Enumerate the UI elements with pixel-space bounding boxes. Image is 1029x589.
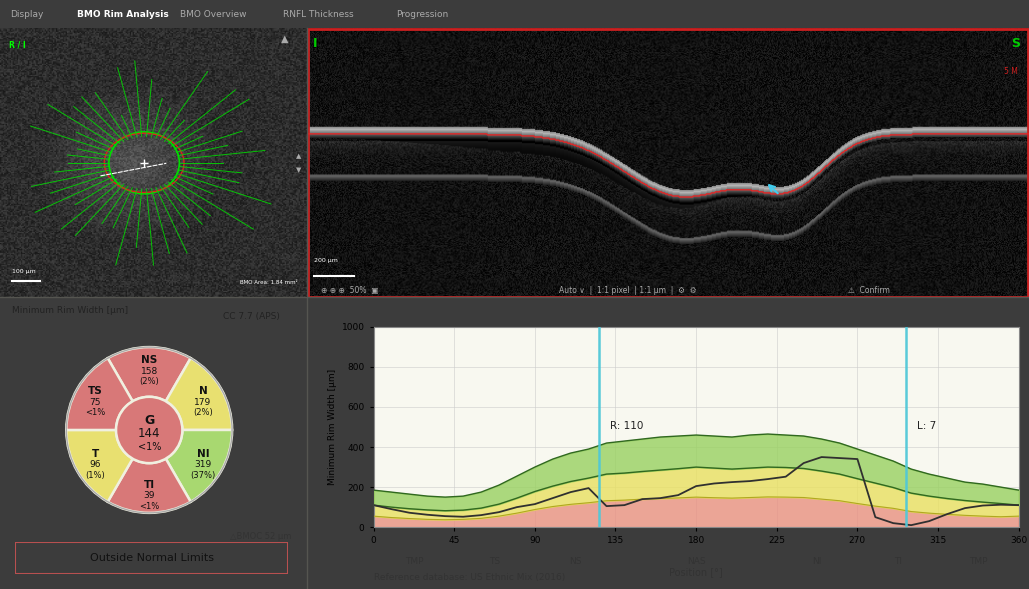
Text: Reference database: US Ethnic Mix (2016): Reference database: US Ethnic Mix (2016) — [374, 573, 565, 582]
Text: TS: TS — [489, 557, 500, 566]
Text: (2%): (2%) — [139, 378, 159, 386]
Text: (37%): (37%) — [190, 471, 216, 479]
Text: ▲: ▲ — [281, 34, 289, 44]
Text: (1%): (1%) — [85, 471, 105, 479]
Text: N: N — [199, 386, 208, 396]
Text: (2%): (2%) — [193, 409, 213, 418]
Text: △BMOC 52 µm: △BMOC 52 µm — [229, 532, 291, 541]
Text: 100 µm: 100 µm — [12, 269, 36, 274]
Text: 200 µm: 200 µm — [314, 259, 338, 263]
Text: S: S — [1012, 37, 1021, 50]
Text: Minimum Rim Width [µm]: Minimum Rim Width [µm] — [12, 306, 129, 315]
Text: TMP: TMP — [969, 557, 988, 566]
Text: Display: Display — [10, 9, 43, 19]
Text: ⚠  Confirm: ⚠ Confirm — [848, 286, 890, 294]
Text: 96: 96 — [90, 460, 101, 469]
Text: NAS: NAS — [686, 557, 706, 566]
Text: 179: 179 — [194, 398, 212, 406]
Wedge shape — [108, 459, 190, 513]
Text: ▲

▼: ▲ ▼ — [296, 153, 301, 173]
Text: 75: 75 — [90, 398, 101, 406]
Text: I: I — [313, 37, 317, 50]
Y-axis label: Minimum Rim Width [µm]: Minimum Rim Width [µm] — [328, 369, 338, 485]
Text: Progression: Progression — [396, 9, 449, 19]
Text: TI: TI — [144, 479, 154, 489]
Wedge shape — [66, 358, 133, 430]
Wedge shape — [166, 430, 233, 502]
Text: NI: NI — [197, 449, 209, 459]
Text: BMO Area: 1.84 mm²: BMO Area: 1.84 mm² — [240, 280, 297, 285]
Text: NS: NS — [569, 557, 581, 566]
Text: T: T — [92, 449, 99, 459]
Text: TMP: TMP — [404, 557, 423, 566]
Text: <1%: <1% — [138, 442, 161, 452]
Text: TS: TS — [88, 386, 103, 396]
Wedge shape — [108, 347, 190, 401]
Text: Position [°]: Position [°] — [669, 567, 723, 577]
Text: L: 7: L: 7 — [917, 421, 935, 431]
Text: <1%: <1% — [85, 409, 106, 418]
Text: BMO Rim Analysis: BMO Rim Analysis — [77, 9, 169, 19]
Text: G: G — [144, 413, 154, 426]
Text: ⊕ ⊕ ⊕  50%  ▣: ⊕ ⊕ ⊕ 50% ▣ — [321, 286, 379, 294]
Text: Auto ∨  |  1:1 pixel  | 1:1 µm  |  ⚙  ⚙: Auto ∨ | 1:1 pixel | 1:1 µm | ⚙ ⚙ — [560, 286, 697, 294]
Text: 144: 144 — [138, 427, 161, 440]
Text: 5 M: 5 M — [1004, 67, 1018, 76]
Text: RNFL Thickness: RNFL Thickness — [283, 9, 354, 19]
Wedge shape — [166, 358, 233, 430]
Circle shape — [116, 397, 182, 463]
Text: R / I: R / I — [9, 40, 26, 49]
Text: <1%: <1% — [139, 502, 159, 511]
Text: NS: NS — [141, 355, 157, 365]
Text: TI: TI — [894, 557, 901, 566]
Text: 158: 158 — [141, 366, 157, 376]
Text: NI: NI — [813, 557, 822, 566]
Wedge shape — [66, 430, 133, 502]
Text: R: 110: R: 110 — [610, 421, 643, 431]
Text: CC 7.7 (APS): CC 7.7 (APS) — [223, 312, 280, 321]
Text: 319: 319 — [194, 460, 212, 469]
Text: Outside Normal Limits: Outside Normal Limits — [90, 553, 214, 563]
Text: 39: 39 — [143, 491, 155, 500]
Text: BMO Overview: BMO Overview — [180, 9, 247, 19]
